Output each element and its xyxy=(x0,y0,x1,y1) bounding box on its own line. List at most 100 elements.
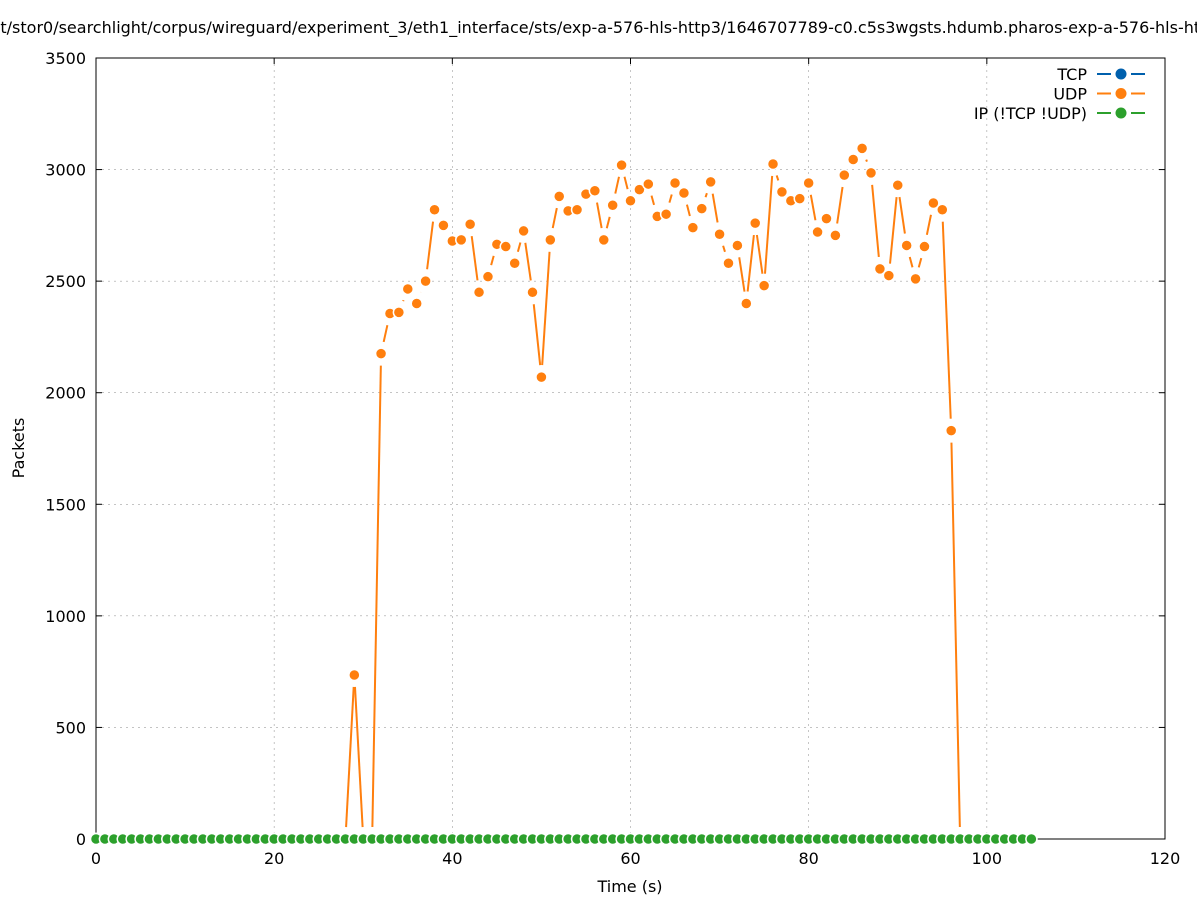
data-point xyxy=(775,185,789,199)
data-point xyxy=(713,228,726,241)
data-point xyxy=(891,178,904,192)
series-segment xyxy=(722,245,726,253)
data-point xyxy=(526,286,539,299)
data-point xyxy=(481,270,495,283)
series-segment xyxy=(524,242,532,281)
data-point xyxy=(410,297,423,310)
series-segment xyxy=(345,686,355,828)
data-point xyxy=(668,176,682,190)
series-segment xyxy=(605,216,611,229)
series-segment xyxy=(382,324,389,343)
x-axis-label: Time (s) xyxy=(596,877,662,896)
legend-item-tcp: TCP xyxy=(1056,65,1145,84)
data-point xyxy=(348,668,361,682)
data-point xyxy=(588,184,602,198)
data-point xyxy=(811,225,824,239)
x-tick-label: 0 xyxy=(91,849,101,868)
legend-label: IP (!TCP !UDP) xyxy=(974,104,1087,123)
series-segment xyxy=(950,442,961,828)
data-point xyxy=(677,186,691,200)
data-point xyxy=(419,274,432,288)
legend-marker xyxy=(1115,88,1127,99)
series-segment xyxy=(836,186,844,224)
x-tick-label: 80 xyxy=(798,849,818,868)
y-tick-label: 2000 xyxy=(45,384,86,403)
series-segment xyxy=(809,194,817,221)
data-point xyxy=(873,262,887,276)
data-point xyxy=(864,166,878,180)
data-point xyxy=(535,370,548,384)
data-point xyxy=(517,224,530,238)
y-tick-label: 0 xyxy=(76,830,86,849)
series-segment xyxy=(755,234,764,274)
series-segment xyxy=(925,214,932,236)
data-point xyxy=(633,183,646,196)
series-segment xyxy=(541,251,551,366)
y-tick-label: 1000 xyxy=(45,607,86,626)
x-tick-label: 20 xyxy=(264,849,284,868)
data-point xyxy=(838,168,851,182)
y-tick-label: 500 xyxy=(55,718,86,737)
data-point xyxy=(463,217,477,231)
data-point xyxy=(793,192,807,205)
data-point xyxy=(508,257,521,270)
legend-marker xyxy=(1115,68,1127,80)
series-segment xyxy=(596,202,603,229)
series-segment xyxy=(746,234,755,292)
series-segment xyxy=(775,175,780,181)
legend-label: TCP xyxy=(1056,65,1087,84)
data-point xyxy=(374,347,388,360)
series-segment xyxy=(532,304,542,366)
y-tick-label: 1500 xyxy=(45,495,86,514)
data-point xyxy=(829,229,842,242)
x-tick-label: 60 xyxy=(620,849,640,868)
data-point xyxy=(428,203,441,216)
data-point xyxy=(454,233,468,247)
data-point xyxy=(882,269,896,282)
data-point xyxy=(615,158,628,172)
data-point xyxy=(757,279,771,292)
series-segment xyxy=(941,221,952,419)
data-point xyxy=(766,157,780,171)
data-point xyxy=(1025,832,1038,846)
data-point xyxy=(748,216,762,230)
data-point xyxy=(624,194,637,208)
legend-label: UDP xyxy=(1053,85,1087,104)
series-segment xyxy=(711,193,719,223)
x-tick-label: 40 xyxy=(442,849,462,868)
series-segment xyxy=(614,176,620,194)
data-point xyxy=(544,233,557,247)
data-point xyxy=(936,203,949,216)
series-segment xyxy=(470,236,479,281)
y-tick-label: 3000 xyxy=(45,161,86,180)
data-point xyxy=(695,202,709,215)
data-point xyxy=(900,239,913,252)
data-point xyxy=(606,199,619,212)
data-point xyxy=(499,240,513,253)
y-tick-label: 2500 xyxy=(45,272,86,291)
series-segment xyxy=(551,207,558,229)
series-segment xyxy=(426,221,435,270)
axis-ticks: 0 20 40 60 80 100 120 0 500 1000 1500 2000 2500 3000 3… xyxy=(45,49,1180,868)
series-segment xyxy=(908,256,914,268)
series-segment xyxy=(738,257,746,292)
series-layer xyxy=(89,142,1038,846)
series-segment xyxy=(650,195,656,206)
data-point xyxy=(909,272,922,286)
data-point xyxy=(820,212,833,225)
grid xyxy=(96,58,1165,839)
data-point xyxy=(855,142,869,155)
data-point xyxy=(472,286,486,299)
data-point xyxy=(704,175,717,189)
series-segment xyxy=(623,176,629,190)
data-point xyxy=(802,176,815,190)
series-segment xyxy=(685,204,691,217)
data-point xyxy=(918,240,931,253)
legend-item-ip-tcp-udp: IP (!TCP !UDP) xyxy=(974,104,1145,123)
data-point xyxy=(740,297,753,310)
legend-item-udp: UDP xyxy=(1053,85,1145,104)
series-segment xyxy=(516,242,522,252)
x-tick-label: 120 xyxy=(1150,849,1181,868)
